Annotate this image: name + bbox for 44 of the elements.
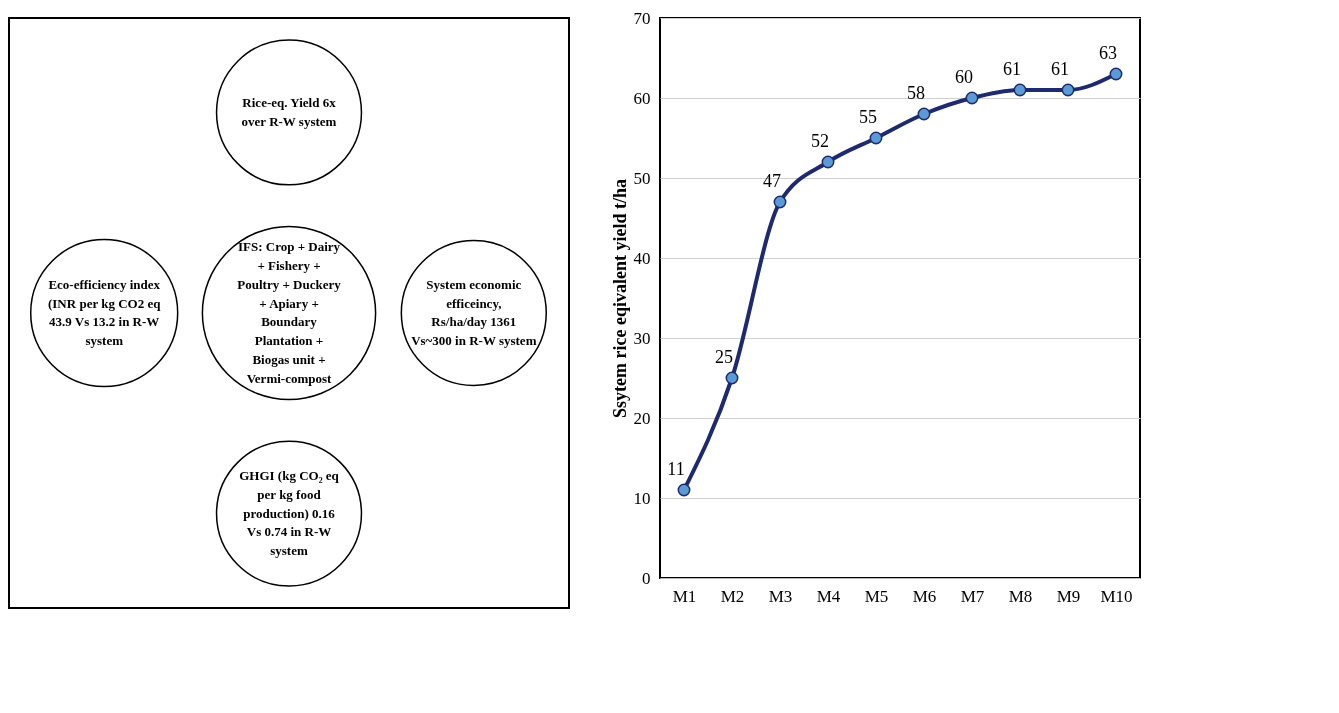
data-label: 60 bbox=[955, 67, 973, 87]
point bbox=[869, 131, 883, 145]
x-tick-label: M4 bbox=[816, 586, 841, 606]
point bbox=[1061, 83, 1075, 97]
data-label: 25 bbox=[715, 347, 733, 367]
point bbox=[773, 195, 787, 209]
data-label: 47 bbox=[763, 171, 781, 191]
data-label: 61 bbox=[1051, 59, 1069, 79]
y-tick-label: 0 bbox=[642, 568, 651, 588]
y-tick-label: 40 bbox=[633, 248, 651, 268]
point bbox=[725, 371, 739, 385]
point bbox=[821, 155, 835, 169]
data-label: 58 bbox=[907, 83, 925, 103]
text: GHGI (kg CO₂ eq per kg food production) 0.16 Vs 0.74 in R-W system bbox=[239, 467, 340, 559]
point bbox=[1013, 83, 1027, 97]
text: Eco-efficiency index (INR per kg CO2 eq 43.9 Vs 13.2 in R-W system bbox=[47, 276, 162, 349]
text: Rice-eq. Yield 6x over R-W system bbox=[241, 94, 337, 129]
x-tick-label: M10 bbox=[1100, 586, 1133, 606]
data-label: 55 bbox=[859, 107, 877, 127]
data-label: 63 bbox=[1099, 43, 1117, 63]
data-label: 11 bbox=[667, 459, 685, 479]
x-tick-label: M3 bbox=[768, 586, 793, 606]
x-tick-label: M8 bbox=[1008, 586, 1033, 606]
text: System economic efficeincy, Rs/ha/day 1361 Vs~300 in R-W system bbox=[411, 276, 537, 349]
x-tick-label: M5 bbox=[864, 586, 889, 606]
point bbox=[917, 107, 931, 121]
x-tick-label: M6 bbox=[912, 586, 937, 606]
point bbox=[1109, 67, 1123, 81]
y-tick-label: 70 bbox=[633, 8, 651, 28]
point bbox=[965, 91, 979, 105]
x-tick-label: M1 bbox=[672, 586, 697, 606]
y-tick-label: 30 bbox=[633, 328, 651, 348]
y-tick-label: 20 bbox=[633, 408, 651, 428]
data-label: 61 bbox=[1003, 59, 1021, 79]
point bbox=[677, 483, 691, 497]
y-tick-label: 10 bbox=[633, 488, 651, 508]
y-tick-label: 60 bbox=[633, 88, 651, 108]
x-tick-label: M9 bbox=[1056, 586, 1081, 606]
text: IFS: Crop + Dairy + Fishery + Poultry + Duckery + Apiary + Boundary Plantation + Biogas unit + Vermi-compost bbox=[237, 238, 342, 387]
y-tick-label: 50 bbox=[633, 168, 651, 188]
x-tick-label: M7 bbox=[960, 586, 985, 606]
y-axis-title: Ssytem rice eqivalent yield t/ha bbox=[609, 179, 630, 418]
x-tick-label: M2 bbox=[720, 586, 745, 606]
data-label: 52 bbox=[811, 131, 829, 151]
